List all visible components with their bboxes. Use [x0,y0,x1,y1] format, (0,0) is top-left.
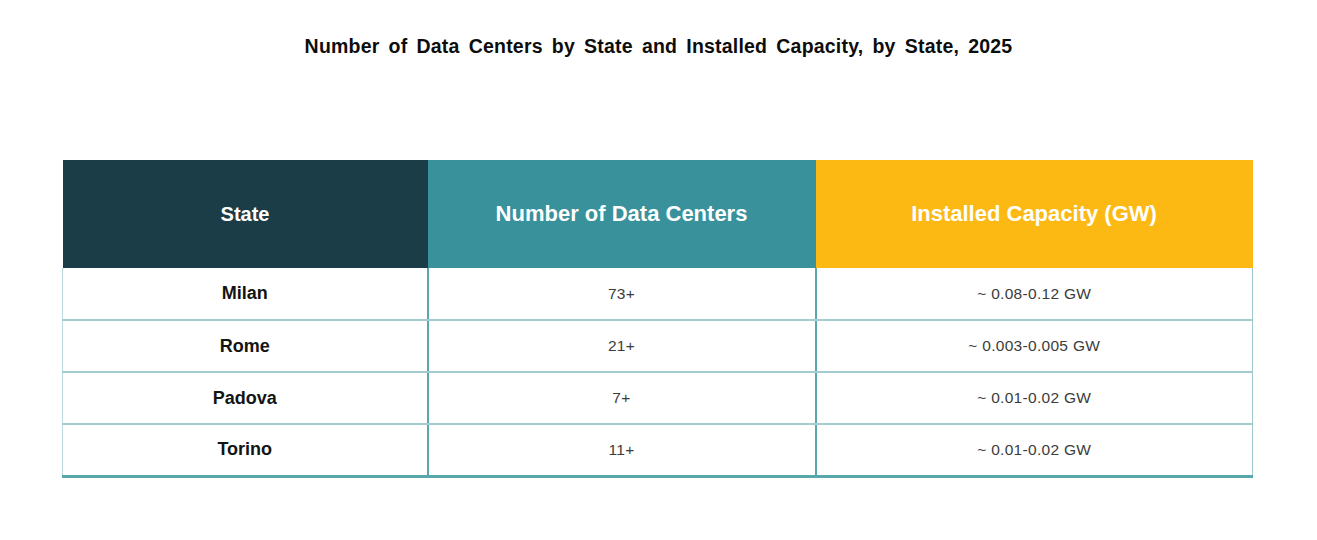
column-header-data-centers: Number of Data Centers [428,160,816,268]
column-header-state: State [63,160,428,268]
table-row-torino: Torino 11+ ~ 0.01-0.02 GW [63,424,1253,476]
cell-state: Padova [63,372,428,424]
cell-data-centers: 21+ [428,320,816,372]
cell-data-centers: 11+ [428,424,816,476]
cell-state: Milan [63,268,428,320]
table-row-milan: Milan 73+ ~ 0.08-0.12 GW [63,268,1253,320]
column-header-installed-capacity: Installed Capacity (GW) [816,160,1253,268]
cell-data-centers: 73+ [428,268,816,320]
chart-title: Number of Data Centers by State and Inst… [0,35,1317,58]
page-canvas: Number of Data Centers by State and Inst… [0,0,1317,540]
cell-state: Torino [63,424,428,476]
cell-capacity: ~ 0.003-0.005 GW [816,320,1253,372]
table-row-rome: Rome 21+ ~ 0.003-0.005 GW [63,320,1253,372]
cell-state: Rome [63,320,428,372]
table-header-row: State Number of Data Centers Installed C… [63,160,1253,268]
cell-capacity: ~ 0.08-0.12 GW [816,268,1253,320]
table-row-padova: Padova 7+ ~ 0.01-0.02 GW [63,372,1253,424]
cell-capacity: ~ 0.01-0.02 GW [816,372,1253,424]
cell-data-centers: 7+ [428,372,816,424]
data-centers-table: State Number of Data Centers Installed C… [62,160,1253,478]
cell-capacity: ~ 0.01-0.02 GW [816,424,1253,476]
